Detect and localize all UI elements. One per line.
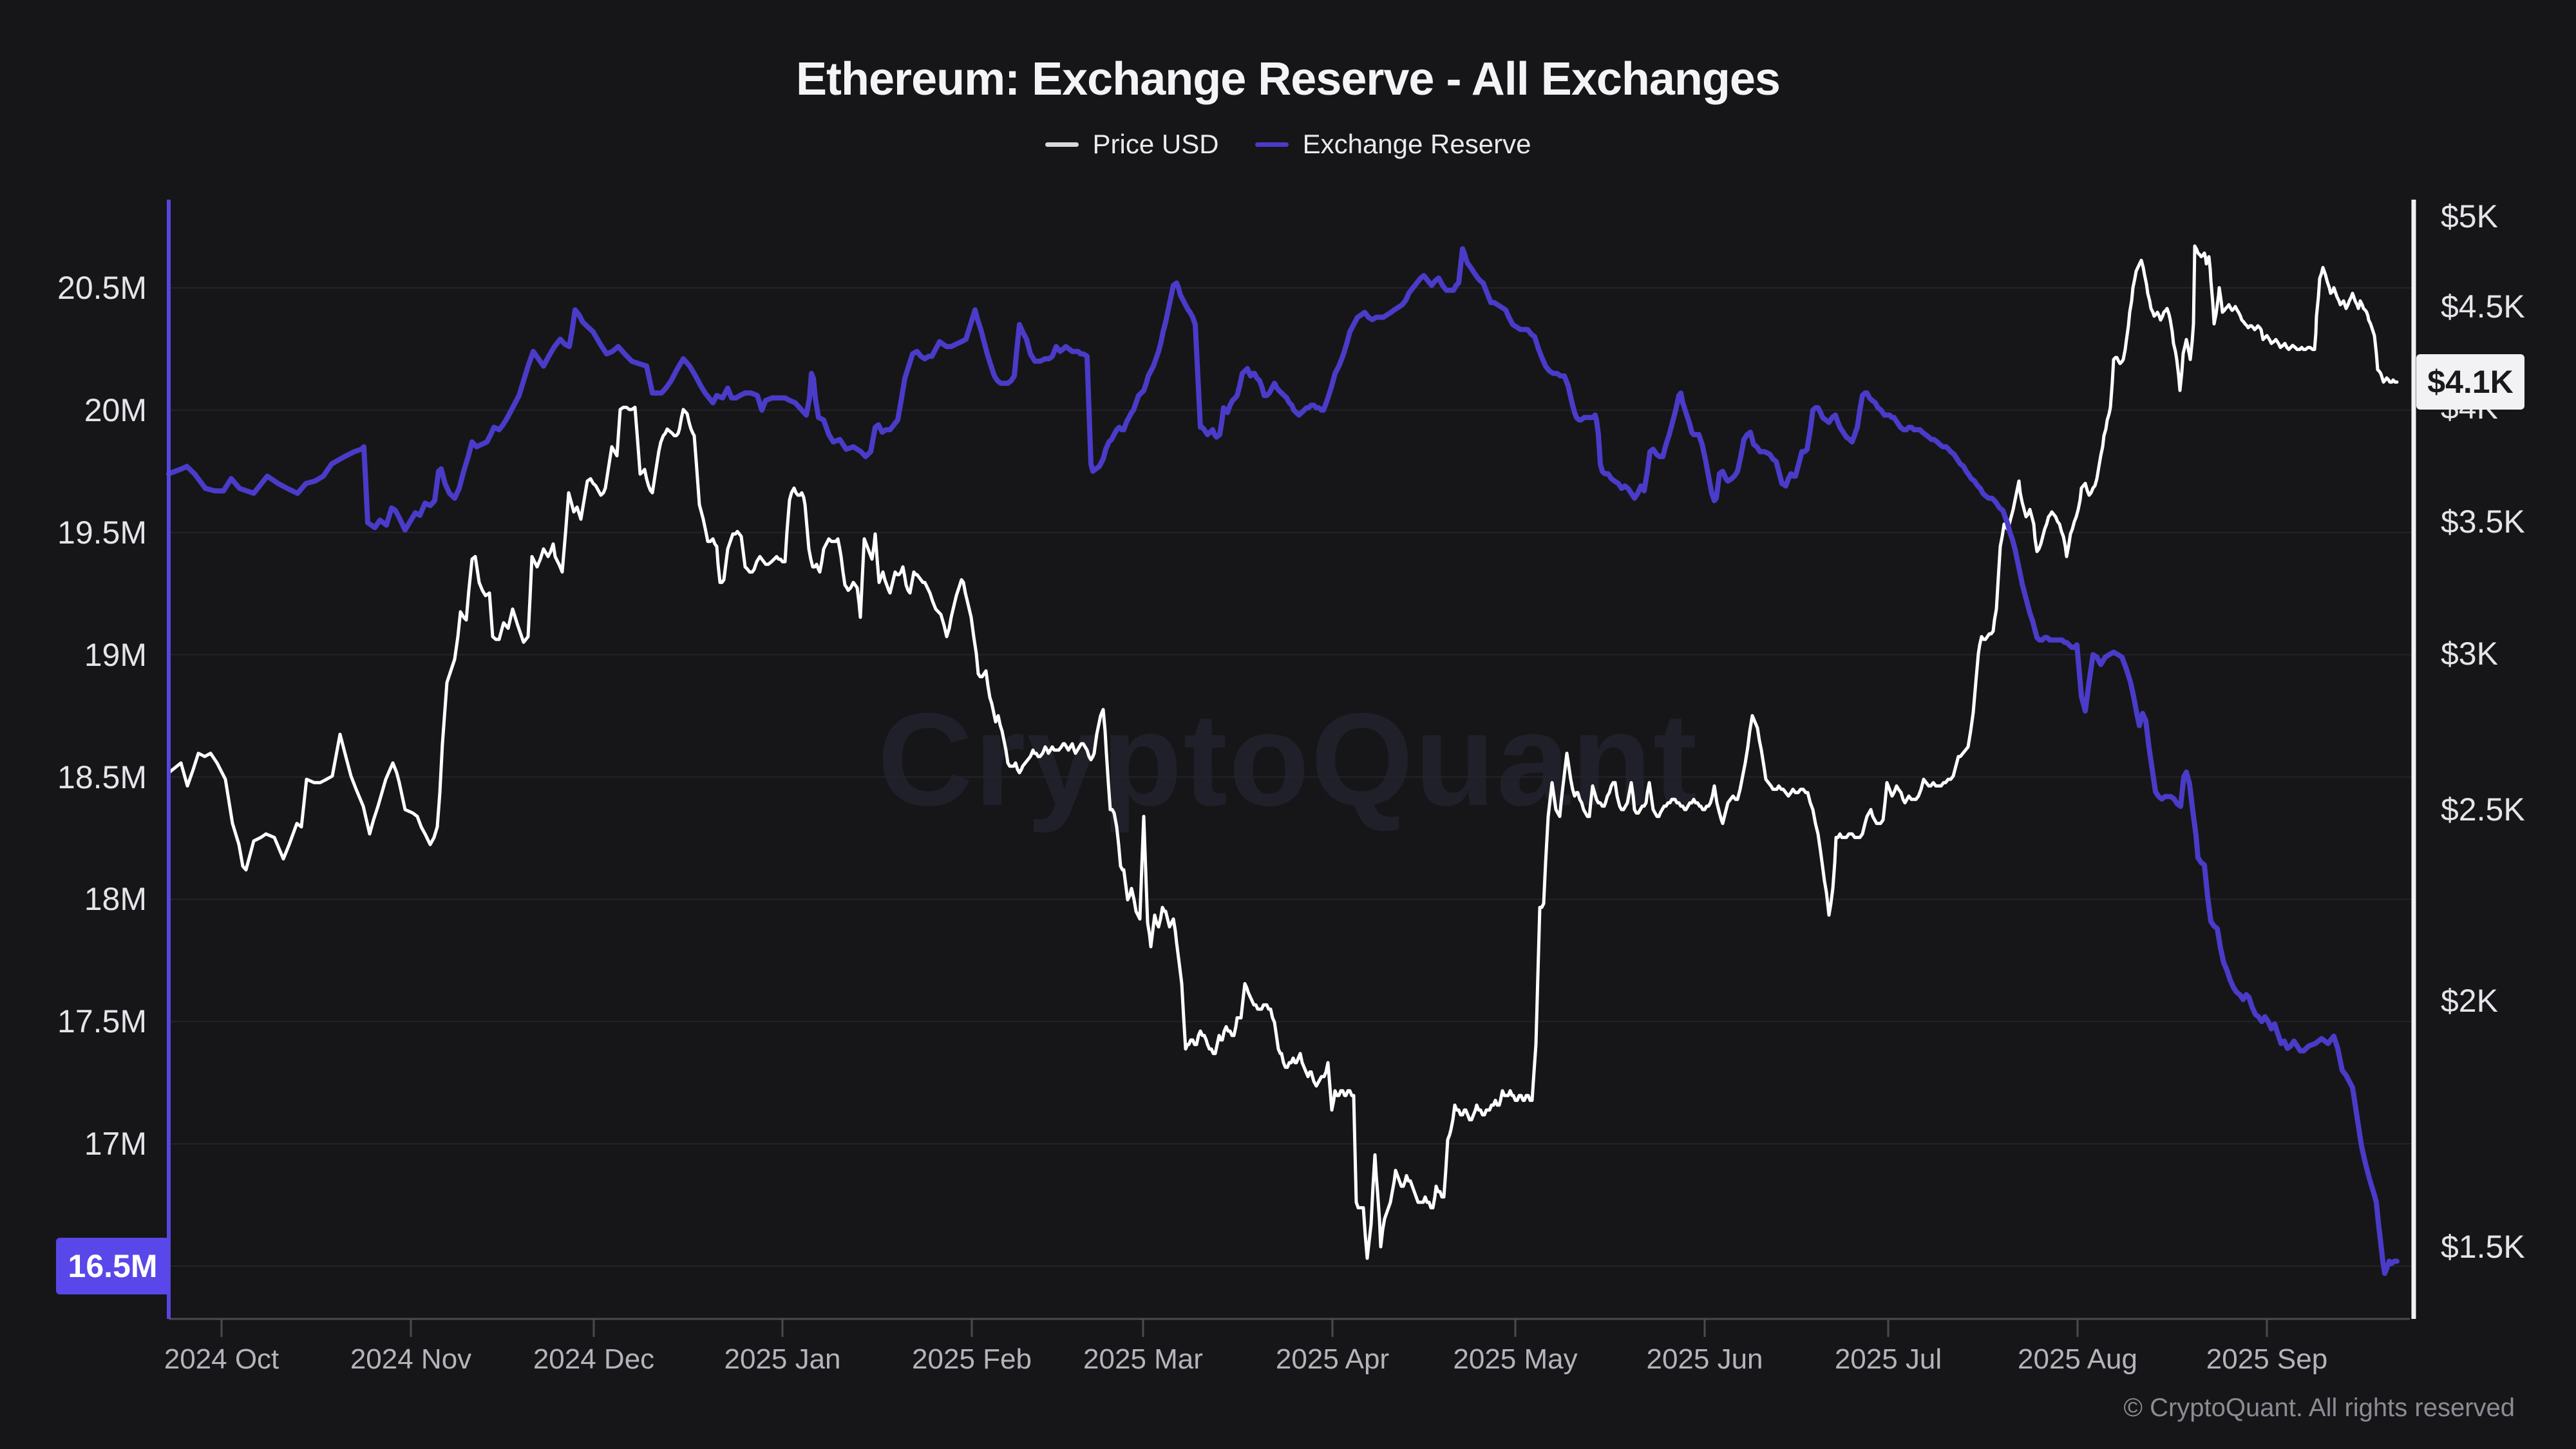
y-axis-right-label: $4.5K — [2441, 289, 2525, 325]
legend-item-exchange-reserve[interactable]: Exchange Reserve — [1255, 129, 1531, 160]
y-axis-left-label: 18M — [84, 881, 147, 918]
x-axis-label: 2025 Jul — [1834, 1343, 1942, 1375]
copyright-footer: © CryptoQuant. All rights reserved — [2123, 1394, 2515, 1422]
y-axis-left-label: 17M — [84, 1126, 147, 1162]
y-axis-right-label: $3K — [2441, 635, 2498, 672]
x-axis-label: 2025 Sep — [2206, 1343, 2328, 1375]
x-axis-label: 2024 Oct — [164, 1343, 279, 1375]
x-axis-label: 2025 Jun — [1646, 1343, 1763, 1375]
y-axis-right-label: $3.5K — [2441, 503, 2525, 540]
legend: Price USD Exchange Reserve — [0, 129, 2576, 160]
y-axis-right-label: $2K — [2441, 982, 2498, 1019]
x-axis-label: 2025 Feb — [912, 1343, 1032, 1375]
legend-item-price-usd[interactable]: Price USD — [1045, 129, 1219, 160]
series-line-exchange-reserve — [166, 246, 2400, 1276]
y-axis-right-label: $5K — [2441, 198, 2498, 234]
y-axis-right-label: $2.5K — [2441, 791, 2525, 828]
y-axis-left-label: 19M — [84, 636, 147, 673]
price-line-swatch-icon — [1045, 142, 1079, 147]
y-axis-left-label: 17.5M — [57, 1003, 147, 1040]
reserve-current-value-badge: 16.5M — [56, 1238, 169, 1294]
x-axis-label: 2025 Jan — [724, 1343, 841, 1375]
y-axis-left-label: 20.5M — [57, 270, 147, 306]
x-axis-label: 2025 May — [1453, 1343, 1578, 1375]
y-axis-left-label: 20M — [84, 392, 147, 428]
y-axis-right-label: $1.5K — [2441, 1229, 2525, 1265]
y-axis-left-label: 18.5M — [57, 759, 147, 795]
x-axis-label: 2025 Mar — [1083, 1343, 1203, 1375]
legend-label-exchange-reserve: Exchange Reserve — [1302, 129, 1531, 159]
x-axis-label: 2025 Aug — [2018, 1343, 2137, 1375]
chart-title: Ethereum: Exchange Reserve - All Exchang… — [796, 53, 1781, 105]
x-axis-label: 2024 Dec — [533, 1343, 655, 1375]
series-line-price-usd — [167, 244, 2399, 1260]
price-current-value-badge: $4.1K — [2416, 354, 2524, 410]
x-axis-label: 2024 Nov — [350, 1343, 472, 1375]
x-axis-label: 2025 Apr — [1275, 1343, 1390, 1375]
reserve-line-swatch-icon — [1255, 142, 1289, 147]
y-axis-left-label: 19.5M — [57, 514, 147, 551]
legend-label-price-usd: Price USD — [1092, 129, 1219, 159]
